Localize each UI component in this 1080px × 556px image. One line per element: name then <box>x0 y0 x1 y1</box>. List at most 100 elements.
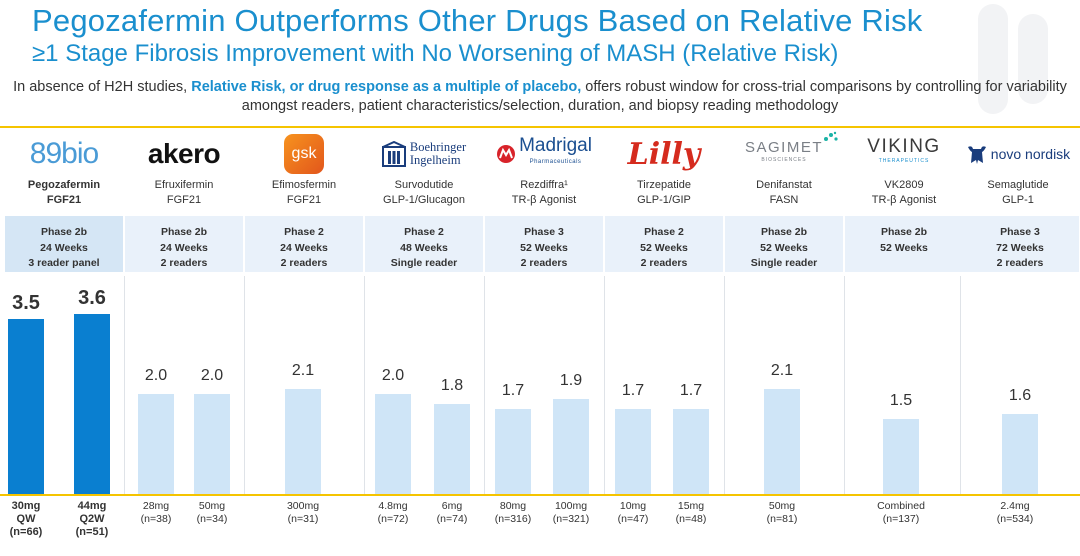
dose-amount: 10mg <box>619 500 647 512</box>
bar-10 <box>673 409 709 494</box>
dose-n: (n=74) <box>436 513 468 525</box>
bar-value-label-6: 1.8 <box>441 377 463 394</box>
header-divider <box>0 126 1080 128</box>
dose-label: 300mg (n=31) <box>273 500 333 526</box>
column-divider <box>124 276 125 494</box>
dose-n: (n=66) <box>9 526 43 538</box>
company-column-viking: VIKING THERAPEUTICS VK2809 TR-β Agonist <box>844 130 964 208</box>
bar-8 <box>553 399 589 494</box>
bar-value-label-11: 2.1 <box>771 362 793 379</box>
bar-value-label-0: 3.5 <box>12 292 40 314</box>
company-column-89bio: 89bio Pegozafermin FGF21 <box>4 130 124 208</box>
trial-phase: Phase 2 <box>644 226 684 238</box>
bar-value-label-4: 2.1 <box>292 362 314 379</box>
dose-n: (n=34) <box>196 513 228 525</box>
drug-target: FGF21 <box>46 194 82 206</box>
drug-target: TR-β Agonist <box>871 194 937 206</box>
trial-duration: 48 Weeks <box>400 241 448 254</box>
drug-target: GLP-1/Glucagon <box>383 194 465 206</box>
trial-phase: Phase 2b <box>40 226 88 238</box>
chart-baseline <box>0 494 1080 496</box>
dose-label: 80mg (n=316) <box>483 500 543 526</box>
drug-name: Survodutide <box>394 179 454 191</box>
drug-name: Denifanstat <box>756 179 812 191</box>
bar-value-label-2: 2.0 <box>145 367 167 384</box>
bar-6 <box>434 404 470 494</box>
trial-duration: 52 Weeks <box>880 241 928 254</box>
trial-phase: Phase 2b <box>760 226 808 238</box>
trial-design-sagimet: Phase 2b 52 Weeks Single reader <box>725 216 843 272</box>
dose-n: (n=31) <box>287 513 319 525</box>
relative-risk-bar-chart: 3.5 3.6 2.0 2.0 2.1 2.0 1.8 1.7 1.9 1.7 1.7 2.1 1.5 1… <box>8 287 1038 494</box>
trial-readers: 2 readers <box>640 257 688 269</box>
intro-part2: offers robust window for cross-trial com… <box>241 79 1067 114</box>
drug-target: TR-β Agonist <box>511 194 577 206</box>
viking-logo: VIKING THERAPEUTICS <box>844 130 964 178</box>
trial-design-89bio: Phase 2b 24 Weeks 3 reader panel <box>5 216 123 272</box>
column-divider <box>960 276 961 494</box>
drug-label: Semaglutide GLP-1 <box>958 178 1078 208</box>
trial-readers: 3 reader panel <box>28 257 100 269</box>
dose-amount: 100mg <box>554 500 588 512</box>
trial-duration: 52 Weeks <box>760 241 808 254</box>
dose-amount: 2.4mg <box>1000 500 1030 512</box>
dose-n: (n=81) <box>766 513 798 525</box>
dose-amount: 15mg <box>677 500 705 512</box>
drug-label: Survodutide GLP-1/Glucagon <box>364 178 484 208</box>
drug-name: Semaglutide <box>987 179 1049 191</box>
dose-n: (n=534) <box>996 513 1034 525</box>
viking-logo-sub: THERAPEUTICS <box>878 158 930 164</box>
89bio-logo: 89bio <box>4 130 124 178</box>
sagimet-logo-sub: BIOSCIENCES <box>761 157 807 163</box>
trial-duration: 24 Weeks <box>280 241 328 254</box>
dose-amount: 28mg <box>142 500 170 512</box>
dose-n: (n=321) <box>552 513 590 525</box>
sagimet-dots-icon <box>824 131 838 141</box>
drug-name: Tirzepatide <box>636 179 691 191</box>
akero-logo-text: akero <box>147 138 221 169</box>
madrigal-logo-sub: Pharmaceuticals <box>529 159 582 165</box>
drug-name: Efruxifermin <box>154 179 214 191</box>
dose-schedule: QW <box>16 513 36 525</box>
trial-readers: Single reader <box>390 257 458 269</box>
gsk-logo: gsk <box>244 130 364 178</box>
dose-n: (n=48) <box>675 513 707 525</box>
boehringer-ingelheim-logo: Boehringer Ingelheim <box>364 130 484 178</box>
dose-n: (n=137) <box>882 513 920 525</box>
column-divider <box>724 276 725 494</box>
trial-design-viking: Phase 2b 52 Weeks <box>845 216 963 272</box>
bar-2 <box>138 394 174 494</box>
bar-value-label-3: 2.0 <box>201 367 223 384</box>
intro-text: In absence of H2H studies, Relative Risk… <box>0 78 1080 116</box>
background-decoration <box>978 4 1068 114</box>
dose-amount: 44mg <box>77 500 107 512</box>
trial-phase: Phase 2b <box>880 226 928 238</box>
drug-label: Denifanstat FASN <box>724 178 844 208</box>
drug-target: FGF21 <box>166 194 202 206</box>
dose-label: 50mg (n=81) <box>752 500 812 526</box>
dose-schedule: Q2W <box>79 513 105 525</box>
trial-design-gsk: Phase 2 24 Weeks 2 readers <box>245 216 363 272</box>
lilly-logo-text: Lilly <box>627 136 701 172</box>
drug-label: VK2809 TR-β Agonist <box>844 178 964 208</box>
drug-name: VK2809 <box>884 179 924 191</box>
page-title: Pegozafermin Outperforms Other Drugs Bas… <box>32 3 923 38</box>
trial-design-lilly: Phase 2 52 Weeks 2 readers <box>605 216 723 272</box>
bar-3 <box>194 394 230 494</box>
trial-phase: Phase 3 <box>524 226 564 238</box>
drug-label: Efimosfermin FGF21 <box>244 178 364 208</box>
bar-value-label-5: 2.0 <box>382 367 404 384</box>
dose-amount: 4.8mg <box>378 500 408 512</box>
dose-n: (n=72) <box>377 513 409 525</box>
dose-label: 2.4mg (n=534) <box>985 500 1045 526</box>
89bio-logo-number: 89 <box>29 137 62 170</box>
dose-amount: 300mg <box>286 500 320 512</box>
dose-label: Combined (n=137) <box>871 500 931 526</box>
trial-phase: Phase 2 <box>404 226 444 238</box>
viking-logo-word: VIKING <box>867 136 941 157</box>
trial-duration: 52 Weeks <box>520 241 568 254</box>
bar-5 <box>375 394 411 494</box>
dose-amount: Combined <box>877 500 925 512</box>
madrigal-logo: Madrigal Pharmaceuticals <box>484 130 604 178</box>
gsk-logo-text: gsk <box>284 134 324 174</box>
